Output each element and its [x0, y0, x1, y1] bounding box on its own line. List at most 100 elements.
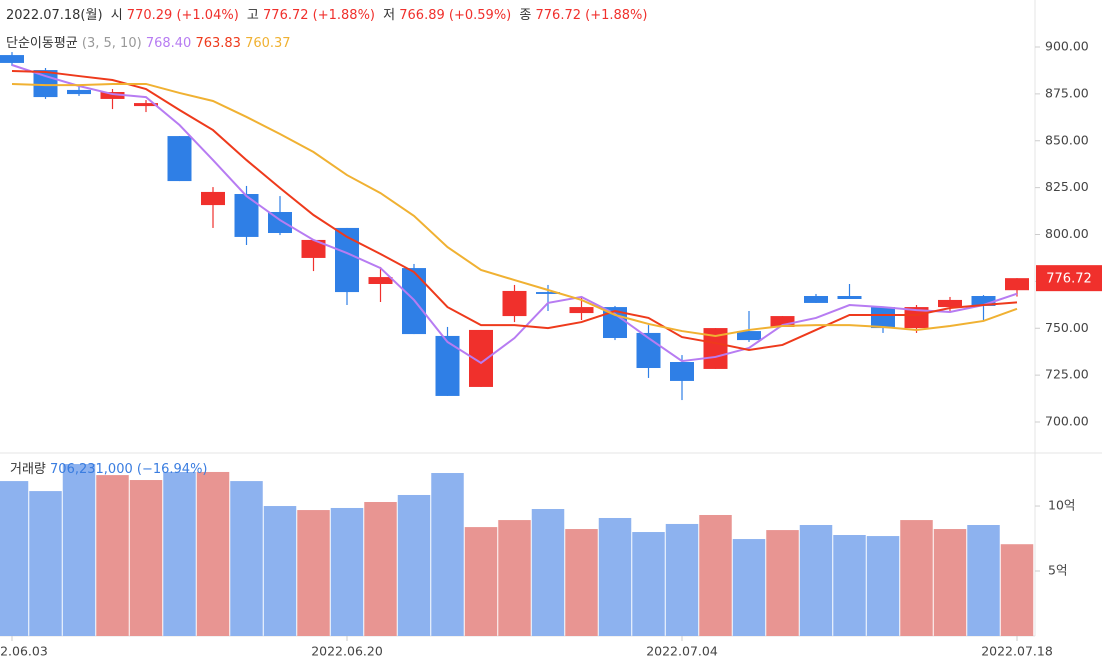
volume-title: 거래량 — [10, 462, 46, 477]
header-label: 고 — [247, 8, 259, 23]
candle-body — [134, 103, 158, 107]
candle-body — [301, 239, 326, 258]
header-value: 776.72 — [536, 8, 582, 23]
candle-body — [804, 296, 828, 303]
header-change: (+1.88%) — [313, 8, 375, 23]
volume-bar — [598, 517, 632, 636]
y-tick-label: 900.00 — [1045, 39, 1089, 54]
y-tick-label: 10억 — [1048, 498, 1075, 513]
candle-body — [770, 316, 795, 327]
volume-bar — [330, 507, 364, 636]
candle-body — [100, 92, 125, 99]
candle-body — [201, 191, 225, 206]
candle-body — [971, 296, 996, 306]
volume-bar — [230, 481, 263, 636]
candle-body — [435, 335, 460, 396]
y-tick-label: 850.00 — [1045, 132, 1089, 147]
candle-body — [536, 292, 560, 294]
candle-body — [938, 299, 962, 308]
header-value: 776.72 — [263, 8, 309, 23]
volume-bar — [766, 530, 799, 636]
volume-bar — [297, 510, 330, 636]
volume-legend: 거래량 706,231,000 (−16.94%) — [10, 462, 208, 477]
y-tick-label: 875.00 — [1045, 85, 1089, 100]
volume-bar — [196, 471, 230, 636]
volume-bar — [129, 480, 163, 636]
candle-body — [0, 55, 24, 63]
volume-bar — [62, 464, 96, 636]
header-date: 2022.07.18(월) — [6, 8, 103, 23]
header-label: 저 — [383, 8, 395, 23]
volume-bar — [464, 527, 498, 636]
volume-bar — [665, 523, 699, 636]
candle-body — [268, 212, 292, 234]
volume-bar — [96, 475, 129, 636]
volume-bar — [933, 529, 967, 636]
ma-line — [11, 64, 1018, 365]
volume-bar — [397, 494, 431, 636]
y-tick-label: 700.00 — [1045, 414, 1089, 429]
y-tick-label: 5억 — [1048, 563, 1067, 578]
volume-bar — [565, 529, 598, 636]
price-badge-label: 776.72 — [1046, 272, 1092, 287]
axes: 5억10억700.00725.00750.00775.00800.00825.0… — [0, 39, 1102, 659]
volume-bar — [364, 501, 397, 636]
x-tick-label: 2022.06.20 — [311, 644, 383, 659]
volume-change: (−16.94%) — [137, 462, 208, 477]
y-tick-label: 825.00 — [1045, 179, 1089, 194]
volume-bar — [498, 520, 531, 636]
ma-params: (3, 5, 10) — [82, 36, 142, 51]
x-tick-label: 2022.07.18 — [981, 644, 1053, 659]
candle-body — [737, 331, 761, 341]
volume-bar — [0, 481, 29, 636]
candle-body — [335, 227, 359, 293]
volume-bar — [900, 520, 933, 636]
volume-bar — [263, 506, 297, 636]
candle-body — [67, 89, 91, 95]
candle-body — [837, 296, 862, 300]
volume-bar — [699, 514, 732, 636]
header-value: 770.29 — [127, 8, 173, 23]
y-tick-label: 750.00 — [1045, 320, 1089, 335]
volume-value: 706,231,000 — [50, 462, 133, 477]
candle-body — [1005, 278, 1029, 291]
candle-body — [368, 277, 393, 285]
volume-bar — [531, 509, 565, 636]
volume-pane — [0, 464, 1034, 636]
volume-bar — [29, 491, 62, 636]
header: 2022.07.18(월) 시 770.29 (+1.04%) 고 776.72… — [6, 8, 647, 23]
y-tick-label: 725.00 — [1045, 367, 1089, 382]
price-badge — [1036, 265, 1102, 292]
header-label: 종 — [519, 8, 531, 23]
candle-body — [569, 307, 594, 314]
price-pane — [0, 52, 1029, 401]
x-tick-label: 2022.06.03 — [0, 644, 48, 659]
candle-body — [167, 136, 192, 182]
header-change: (+1.04%) — [176, 8, 238, 23]
volume-bar — [967, 525, 1000, 636]
candle-body — [871, 307, 895, 329]
ma-value: 763.83 — [195, 36, 241, 51]
candle-body — [904, 307, 929, 329]
candle-body — [502, 290, 527, 317]
candle-body — [670, 362, 694, 381]
y-tick-label: 800.00 — [1045, 226, 1089, 241]
header-value: 766.89 — [399, 8, 445, 23]
header-change: (+1.88%) — [585, 8, 647, 23]
candle-body — [234, 194, 259, 237]
ma-line — [11, 82, 1018, 337]
volume-bar — [163, 471, 196, 636]
header-label: 시 — [111, 8, 123, 23]
volume-bar — [632, 532, 665, 636]
volume-bar — [833, 535, 866, 636]
volume-bar — [866, 536, 900, 636]
ma-title: 단순이동평균 — [6, 36, 78, 51]
volume-bar — [799, 525, 833, 636]
volume-bar — [1000, 544, 1034, 636]
header-change: (+0.59%) — [449, 8, 511, 23]
ma-legend: 단순이동평균 (3, 5, 10) 768.40 763.83 760.37 — [6, 36, 291, 51]
ma-line — [11, 70, 1018, 352]
volume-bar — [431, 473, 464, 636]
volume-bar — [732, 539, 766, 636]
